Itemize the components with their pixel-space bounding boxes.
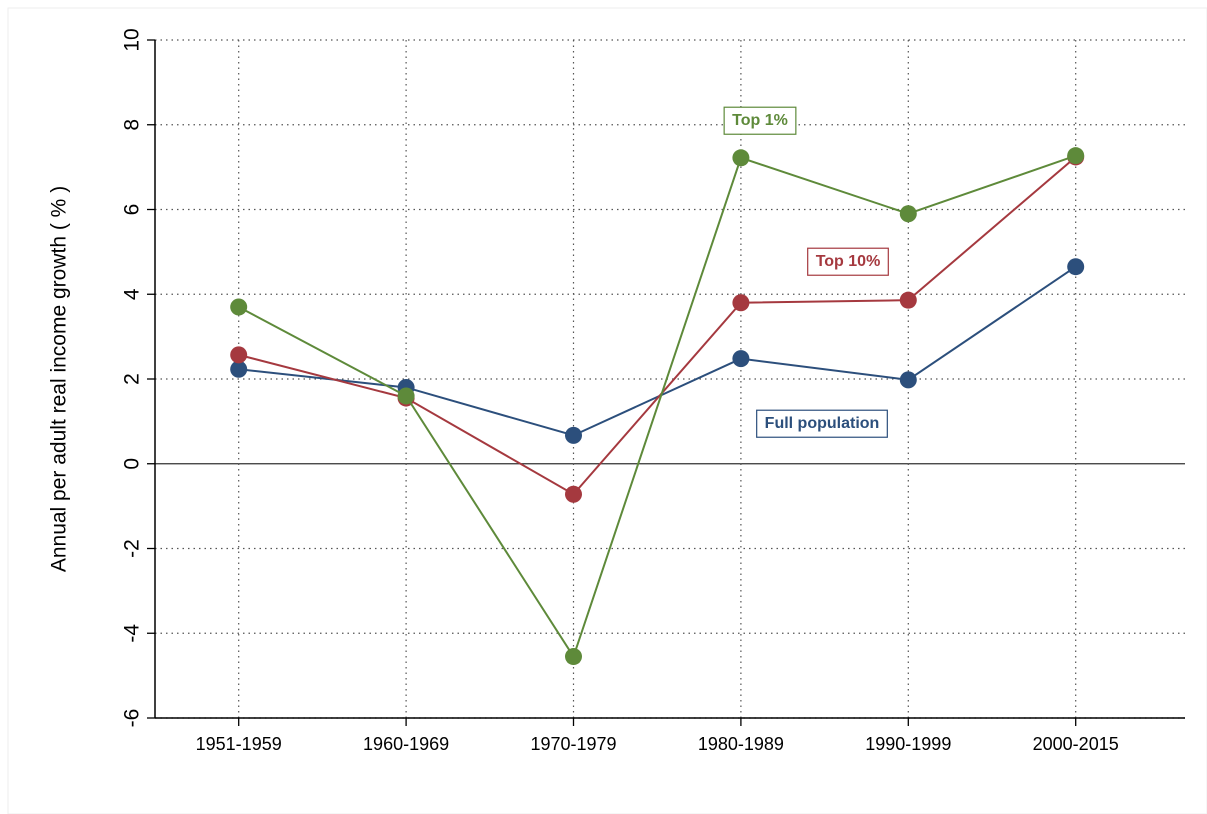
point [899, 371, 917, 389]
x-tick-label: 1990-1999 [865, 734, 951, 754]
y-tick-label: -4 [121, 624, 144, 643]
series-label: Full population [756, 409, 888, 438]
y-tick-label: 8 [121, 119, 144, 131]
y-tick-label: -6 [121, 709, 144, 728]
label-box [807, 247, 889, 276]
point [899, 291, 917, 309]
series-label-text: Full population [765, 415, 880, 432]
y-tick-label: 6 [121, 204, 144, 216]
y-tick-label: 10 [121, 28, 144, 51]
series-line [238, 154, 1077, 659]
point [565, 648, 582, 666]
point [1067, 147, 1085, 165]
point [732, 350, 750, 368]
point [230, 298, 248, 316]
series-label-text: Top 10% [816, 253, 881, 270]
point [732, 294, 750, 312]
y-tick-label: -2 [121, 539, 144, 558]
frame [7, 7, 1207, 814]
y-tick-label: 2 [121, 373, 144, 385]
point [230, 346, 248, 364]
series-label: Top 1% [723, 106, 797, 135]
x-tick-label: 1970-1979 [530, 734, 616, 754]
series-label: Top 10% [807, 247, 889, 276]
series-label-text: Top 1% [732, 112, 788, 129]
series-line [238, 156, 1077, 496]
point [1067, 258, 1085, 276]
x-tick-label: 1951-1959 [196, 734, 282, 754]
point [230, 360, 248, 378]
y-tick-label: 0 [121, 458, 144, 470]
label-box [756, 409, 888, 438]
point [732, 149, 750, 167]
y-tick-label: 4 [121, 288, 144, 300]
point [565, 426, 582, 444]
x-tick-label: 1980-1989 [698, 734, 784, 754]
label-box [723, 106, 797, 135]
x-tick-label: 2000-2015 [1033, 734, 1119, 754]
x-tick-label: 1960-1969 [363, 734, 449, 754]
point [899, 205, 917, 223]
y-axis-label: Annual per adult real income growth ( % … [48, 186, 71, 572]
point [565, 485, 582, 503]
point [397, 387, 415, 405]
